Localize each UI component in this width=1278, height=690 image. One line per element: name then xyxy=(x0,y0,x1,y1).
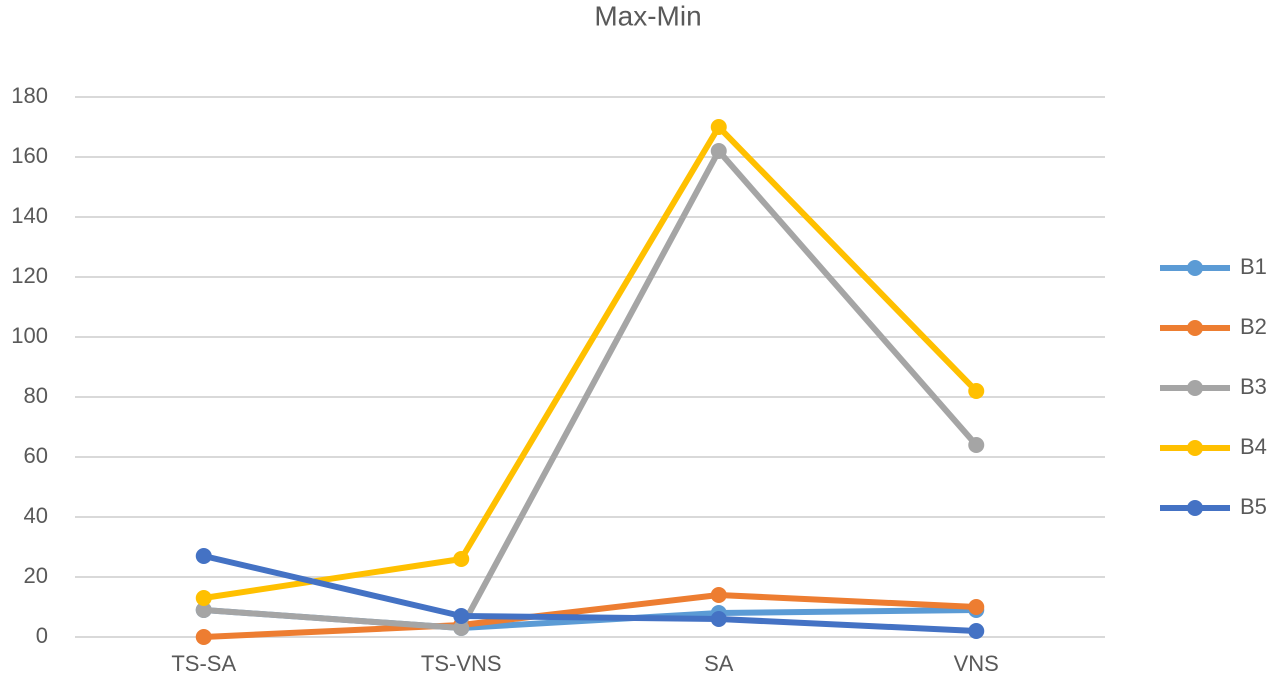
data-point xyxy=(968,599,985,615)
legend-label: B1 xyxy=(1240,254,1267,279)
data-point xyxy=(710,611,727,627)
series-line xyxy=(203,148,979,631)
legend-marker xyxy=(1187,320,1203,336)
data-point xyxy=(968,437,985,453)
data-point xyxy=(195,602,212,618)
legend-label: B4 xyxy=(1240,434,1267,459)
x-tick-label: TS-SA xyxy=(171,651,236,676)
legend-marker xyxy=(1187,260,1203,276)
legend-marker xyxy=(1187,440,1203,456)
data-point xyxy=(453,608,470,624)
data-point xyxy=(453,551,470,567)
y-tick-label: 40 xyxy=(24,503,48,528)
y-tick-label: 180 xyxy=(11,83,48,108)
data-point xyxy=(195,590,212,606)
y-tick-label: 160 xyxy=(11,143,48,168)
legend-label: B3 xyxy=(1240,374,1267,399)
y-tick-label: 80 xyxy=(24,383,48,408)
y-tick-label: 0 xyxy=(36,623,48,648)
x-tick-label: SA xyxy=(704,651,734,676)
series-line xyxy=(203,553,977,634)
data-point xyxy=(710,587,727,603)
y-tick-label: 100 xyxy=(11,323,48,348)
data-point xyxy=(710,119,727,135)
x-tick-label: TS-VNS xyxy=(421,651,502,676)
legend-marker xyxy=(1187,380,1203,396)
series-line xyxy=(203,592,977,640)
x-tick-label: VNS xyxy=(954,651,999,676)
data-point xyxy=(968,623,985,639)
y-tick-label: 120 xyxy=(11,263,48,288)
series-line xyxy=(203,124,979,601)
data-point xyxy=(195,548,212,564)
data-point xyxy=(453,620,470,636)
legend-marker xyxy=(1187,500,1203,516)
legend-label: B2 xyxy=(1240,314,1267,339)
y-tick-label: 140 xyxy=(11,203,48,228)
legend-label: B5 xyxy=(1240,494,1267,519)
chart-title: Max-Min xyxy=(594,0,701,31)
data-point xyxy=(968,383,985,399)
y-tick-label: 20 xyxy=(24,563,48,588)
data-point xyxy=(195,629,212,645)
y-tick-label: 60 xyxy=(24,443,48,468)
data-point xyxy=(710,143,727,159)
